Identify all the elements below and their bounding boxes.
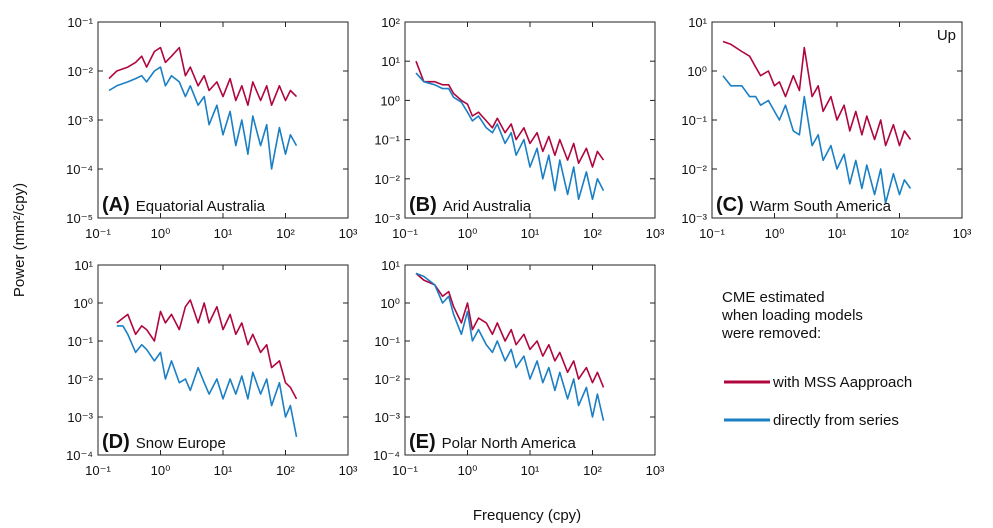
plot-frame [404,21,656,219]
series-line [722,40,912,147]
y-tick-label: 10⁻³ [374,410,400,425]
y-tick-label: 10⁻⁴ [373,448,400,463]
panel-caption: (B) Arid Australia [409,194,532,216]
y-tick-label: 10⁻³ [67,113,93,128]
y-tick-label: 10⁰ [380,93,400,108]
panel: 10⁻¹ 10⁰ 10¹ 10² 10³ 10⁻³ 10⁻² 10⁻¹ 10⁰ 10¹ (C) War… [681,15,972,241]
x-tick-label: 10⁰ [458,226,478,241]
series-line [722,75,912,204]
plot-frame [404,264,656,456]
panel-letter: (B) [409,194,437,216]
y-tick-label: 10⁻³ [681,211,707,226]
series-line [415,72,605,201]
panel-title: Equatorial Australia [136,198,266,215]
panel-title: Polar North America [442,435,577,452]
x-tick-label: 10⁻¹ [85,463,111,478]
series-line [116,299,298,400]
x-tick-label: 10¹ [828,226,847,241]
y-tick-label: 10¹ [688,15,707,30]
y-tick-label: 10⁻³ [374,211,400,226]
x-axis-label: Frequency (cpy) [473,507,581,524]
legend-title: when loading models [721,307,863,324]
x-tick-label: 10³ [953,226,972,241]
x-tick-label: 10⁻¹ [392,463,418,478]
x-tick-label: 10⁻¹ [85,226,111,241]
panel-letter: (A) [102,194,130,216]
panel-caption: (E) Polar North America [409,431,577,453]
x-tick-label: 10³ [339,226,358,241]
y-tick-label: 10⁻¹ [67,15,93,30]
legend-label: directly from series [773,412,899,429]
x-tick-label: 10³ [646,463,665,478]
panel-caption: (C) Warm South America [716,194,892,216]
series-line [415,272,605,421]
y-tick-label: 10⁻² [67,372,93,387]
y-tick-label: 10² [381,15,400,30]
x-tick-label: 10¹ [214,463,233,478]
x-tick-label: 10⁰ [151,463,171,478]
panel: 10⁻¹ 10⁰ 10¹ 10² 10³ 10⁻³ 10⁻² 10⁻¹ 10⁰ 10¹ 10² (B)… [374,15,665,241]
x-tick-label: 10³ [339,463,358,478]
y-tick-label: 10¹ [74,258,93,273]
y-tick-label: 10⁻¹ [681,113,707,128]
panel: 10⁻¹ 10⁰ 10¹ 10² 10³ 10⁻⁵ 10⁻⁴ 10⁻³ 10⁻² 10⁻¹ (A) E… [66,15,358,241]
y-tick-label: 10⁻¹ [374,334,400,349]
y-tick-label: 10⁻² [67,64,93,79]
plot-frame [97,21,349,219]
series-line [116,325,298,438]
x-tick-label: 10⁻¹ [392,226,418,241]
panel-letter: (E) [409,431,436,453]
y-tick-label: 10⁻⁴ [66,162,93,177]
panel: 10⁻¹ 10⁰ 10¹ 10² 10³ 10⁻⁴ 10⁻³ 10⁻² 10⁻¹ 10⁰ 10¹ (D… [66,258,358,478]
panel: 10⁻¹ 10⁰ 10¹ 10² 10³ 10⁻⁴ 10⁻³ 10⁻² 10⁻¹ 10⁰ 10¹ (E… [373,258,665,478]
panel-title: Warm South America [750,198,892,215]
x-tick-label: 10³ [646,226,665,241]
x-tick-label: 10¹ [214,226,233,241]
y-tick-label: 10⁻² [681,162,707,177]
y-tick-label: 10⁻¹ [374,133,400,148]
y-tick-label: 10⁰ [380,296,400,311]
panel-letter: (D) [102,431,130,453]
x-tick-label: 10¹ [521,463,540,478]
y-tick-label: 10¹ [381,258,400,273]
series-line [108,46,298,106]
legend-label: with MSS Aapproach [772,374,912,391]
y-tick-label: 10¹ [381,54,400,69]
y-tick-label: 10⁻² [374,172,400,187]
series-line [108,66,298,170]
annotation: Up [937,27,956,44]
series-line [415,272,605,388]
panel-title: Snow Europe [136,435,226,452]
panel-caption: (A) Equatorial Australia [102,194,266,216]
y-tick-label: 10⁻⁵ [66,211,93,226]
x-tick-label: 10¹ [521,226,540,241]
legend-title: were removed: [721,325,821,342]
y-tick-label: 10⁻² [374,372,400,387]
x-tick-label: 10⁰ [765,226,785,241]
panel-letter: (C) [716,194,744,216]
y-tick-label: 10⁰ [73,296,93,311]
x-tick-label: 10² [583,226,602,241]
legend-title: CME estimated [722,289,825,306]
x-tick-label: 10⁰ [458,463,478,478]
y-axis-label: Power (mm²/cpy) [11,183,28,297]
y-tick-label: 10⁻¹ [67,334,93,349]
plot-frame [97,264,349,456]
x-tick-label: 10⁻¹ [699,226,725,241]
series-line [415,60,605,168]
panel-title: Arid Australia [443,198,532,215]
y-tick-label: 10⁰ [687,64,707,79]
x-tick-label: 10² [276,463,295,478]
y-tick-label: 10⁻⁴ [66,448,93,463]
x-tick-label: 10² [276,226,295,241]
x-tick-label: 10² [890,226,909,241]
x-tick-label: 10² [583,463,602,478]
panel-caption: (D) Snow Europe [102,431,226,453]
y-tick-label: 10⁻³ [67,410,93,425]
x-tick-label: 10⁰ [151,226,171,241]
